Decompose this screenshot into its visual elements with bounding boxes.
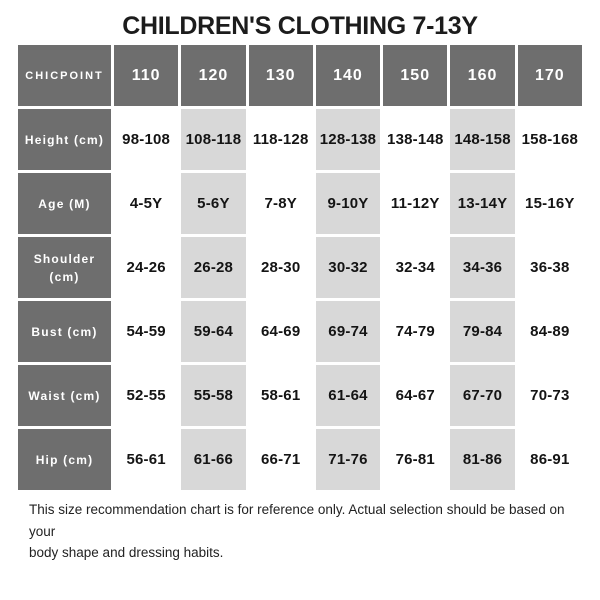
value-cell: 64-67 xyxy=(383,365,448,426)
value-cell: 148-158 xyxy=(450,109,515,170)
footer-disclaimer: This size recommendation chart is for re… xyxy=(29,499,570,564)
row-label-cell: Age (M) xyxy=(18,173,111,234)
value-cell: 61-66 xyxy=(181,429,246,490)
size-header-cell: 170 xyxy=(517,45,582,106)
table-row: Height (cm) 98-108 108-118 118-128 128-138 13… xyxy=(18,109,582,170)
value-cell: 81-86 xyxy=(450,429,515,490)
value-cell: 61-64 xyxy=(315,365,381,426)
footer-disclaimer-line1: This size recommendation chart is for re… xyxy=(29,502,565,539)
value-cell: 76-81 xyxy=(383,429,448,490)
row-label-cell: Bust (cm) xyxy=(18,301,111,362)
size-header-cell: 150 xyxy=(383,45,448,106)
table-row: Bust (cm) 54-59 59-64 64-69 69-74 74-79 79-84 8… xyxy=(18,301,582,362)
footer-disclaimer-line2: body shape and dressing habits. xyxy=(29,545,224,561)
value-cell: 98-108 xyxy=(114,109,179,170)
value-cell: 71-76 xyxy=(315,429,381,490)
value-cell: 4-5Y xyxy=(114,173,179,234)
value-cell: 5-6Y xyxy=(181,173,246,234)
table-row: Age (M) 4-5Y 5-6Y 7-8Y 9-10Y 11-12Y 13-14Y 15-1… xyxy=(18,173,582,234)
size-header-cell: 110 xyxy=(114,45,179,106)
value-cell: 158-168 xyxy=(517,109,582,170)
value-cell: 26-28 xyxy=(181,237,246,298)
value-cell: 32-34 xyxy=(383,237,448,298)
row-label-cell: Waist (cm) xyxy=(18,365,111,426)
value-cell: 24-26 xyxy=(114,237,179,298)
value-cell: 9-10Y xyxy=(315,173,381,234)
row-label-cell: Height (cm) xyxy=(18,109,111,170)
size-header-cell: 130 xyxy=(248,45,313,106)
value-cell: 128-138 xyxy=(315,109,381,170)
value-cell: 55-58 xyxy=(181,365,246,426)
table-header-row: CHICPOINT 110 120 130 140 150 160 170 xyxy=(18,45,582,106)
value-cell: 64-69 xyxy=(248,301,313,362)
value-cell: 54-59 xyxy=(114,301,179,362)
page-title: CHILDREN'S CLOTHING 7-13Y xyxy=(122,12,478,40)
value-cell: 79-84 xyxy=(450,301,515,362)
value-cell: 13-14Y xyxy=(450,173,515,234)
brand-header-cell: CHICPOINT xyxy=(18,45,111,106)
value-cell: 56-61 xyxy=(114,429,179,490)
size-chart-table: CHICPOINT 110 120 130 140 150 160 170 Height (… xyxy=(15,42,585,493)
value-cell: 74-79 xyxy=(383,301,448,362)
table-row: Hip (cm) 56-61 61-66 66-71 71-76 76-81 81-86 86… xyxy=(18,429,582,490)
value-cell: 52-55 xyxy=(114,365,179,426)
value-cell: 138-148 xyxy=(383,109,448,170)
size-header-cell: 160 xyxy=(450,45,515,106)
value-cell: 34-36 xyxy=(450,237,515,298)
value-cell: 118-128 xyxy=(248,109,313,170)
value-cell: 36-38 xyxy=(517,237,582,298)
value-cell: 67-70 xyxy=(450,365,515,426)
value-cell: 66-71 xyxy=(248,429,313,490)
value-cell: 58-61 xyxy=(248,365,313,426)
value-cell: 7-8Y xyxy=(248,173,313,234)
value-cell: 86-91 xyxy=(517,429,582,490)
value-cell: 59-64 xyxy=(181,301,246,362)
row-label-cell: Hip (cm) xyxy=(18,429,111,490)
table-row: Waist (cm) 52-55 55-58 58-61 61-64 64-67 67-70… xyxy=(18,365,582,426)
table-row: Shoulder (cm) 24-26 26-28 28-30 30-32 32-34 34… xyxy=(18,237,582,298)
value-cell: 108-118 xyxy=(181,109,246,170)
value-cell: 11-12Y xyxy=(383,173,448,234)
value-cell: 84-89 xyxy=(517,301,582,362)
value-cell: 28-30 xyxy=(248,237,313,298)
value-cell: 30-32 xyxy=(315,237,381,298)
value-cell: 70-73 xyxy=(517,365,582,426)
value-cell: 15-16Y xyxy=(517,173,582,234)
size-header-cell: 120 xyxy=(181,45,246,106)
value-cell: 69-74 xyxy=(315,301,381,362)
size-header-cell: 140 xyxy=(315,45,381,106)
row-label-cell: Shoulder (cm) xyxy=(18,237,111,298)
